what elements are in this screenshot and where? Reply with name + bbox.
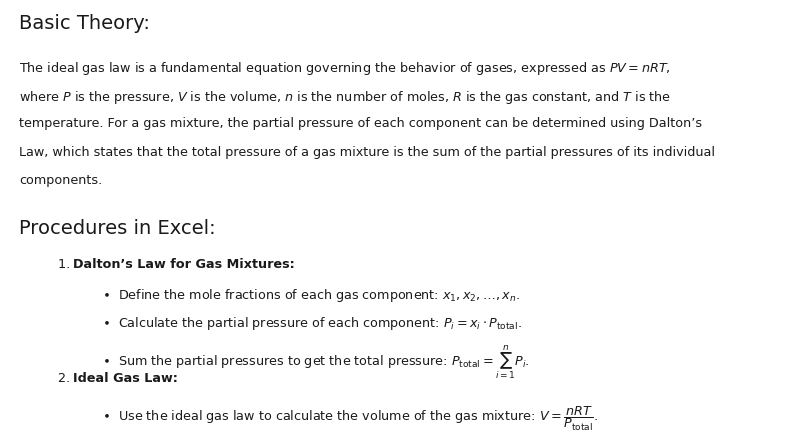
Text: 2.: 2. [58, 371, 76, 384]
Text: Law, which states that the total pressure of a gas mixture is the sum of the par: Law, which states that the total pressur… [19, 145, 715, 159]
Text: $\bullet$  Use the ideal gas law to calculate the volume of the gas mixture: $V : $\bullet$ Use the ideal gas law to calcu… [102, 404, 598, 430]
Text: $\bullet$  Calculate the partial pressure of each component: $P_i = x_i \cdot P_: $\bullet$ Calculate the partial pressure… [102, 314, 522, 332]
Text: The ideal gas law is a fundamental equation governing the behavior of gases, exp: The ideal gas law is a fundamental equat… [19, 60, 670, 77]
Text: Dalton’s Law for Gas Mixtures:: Dalton’s Law for Gas Mixtures: [73, 258, 295, 270]
Text: components.: components. [19, 174, 102, 187]
Text: Ideal Gas Law:: Ideal Gas Law: [73, 371, 178, 384]
Text: Procedures in Excel:: Procedures in Excel: [19, 218, 215, 238]
Text: temperature. For a gas mixture, the partial pressure of each component can be de: temperature. For a gas mixture, the part… [19, 117, 702, 130]
Text: 1.: 1. [58, 258, 76, 270]
Text: $\bullet$  Define the mole fractions of each gas component: $x_1, x_2, \ldots, x: $\bullet$ Define the mole fractions of e… [102, 286, 520, 303]
Text: Basic Theory:: Basic Theory: [19, 14, 150, 33]
Text: $\bullet$  Sum the partial pressures to get the total pressure: $P_\mathrm{total: $\bullet$ Sum the partial pressures to g… [102, 343, 530, 381]
Text: where $P$ is the pressure, $V$ is the volume, $n$ is the number of moles, $R$ is: where $P$ is the pressure, $V$ is the vo… [19, 89, 671, 106]
